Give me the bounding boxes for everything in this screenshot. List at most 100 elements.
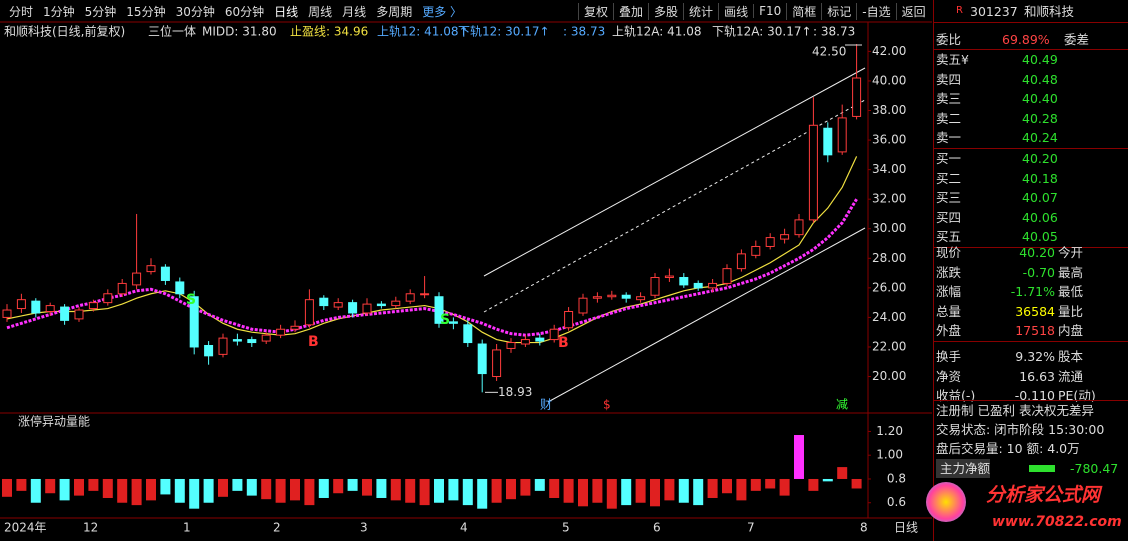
volume-bar: [45, 478, 56, 494]
book-price: 40.24: [1022, 130, 1058, 146]
stock-name: 和顺科技: [1024, 4, 1075, 19]
stat-label: 净资: [936, 368, 962, 384]
panel-title: 涨停异动量能: [18, 414, 90, 429]
logo-url: www.70822.com: [992, 514, 1122, 530]
candle-body: [578, 297, 588, 314]
tool-button[interactable]: 返回: [895, 2, 931, 20]
candle-body: [823, 127, 833, 156]
period-button[interactable]: 周线: [308, 4, 333, 19]
volume-bar: [74, 478, 84, 496]
x-tick-label: 5: [562, 521, 570, 535]
stat-label: 股本: [1058, 349, 1084, 364]
high-label: 42.50: [812, 45, 846, 59]
candle-body: [420, 293, 430, 296]
volume-bar: [779, 478, 790, 496]
channel-mid: [483, 99, 866, 313]
period-button[interactable]: 15分钟: [126, 4, 166, 19]
y-tick-label: 40.00: [872, 73, 906, 87]
tags: 注册制 已盈利 表决权无差异: [936, 403, 1094, 418]
volume-bar: [290, 478, 300, 501]
y-tick-label: 36.00: [872, 133, 906, 147]
volume-bar: [534, 478, 545, 491]
midd-line: [6, 156, 858, 344]
stock-code: 301237: [970, 4, 1018, 19]
volume-bar: [347, 478, 358, 491]
volume-bar: [376, 478, 387, 498]
stat-label: 现价: [936, 245, 962, 260]
tool-button[interactable]: 多股: [648, 2, 683, 20]
stat-label: 最高: [1058, 264, 1084, 280]
volume-bar: [462, 478, 473, 506]
book-price: 40.20: [1022, 151, 1058, 166]
indicator-name: 三位一体: [148, 24, 196, 39]
tool-button[interactable]: 统计: [683, 2, 718, 20]
volume-bar: [794, 435, 804, 479]
tool-toolbar: 复权 叠加 多股 统计 画线 F10 简框 标记 -自选 返回: [578, 0, 931, 22]
volume-bar: [448, 478, 459, 501]
period-button[interactable]: 日线: [274, 4, 299, 19]
stat-label: 量比: [1058, 303, 1084, 319]
candle-body: [679, 277, 689, 286]
candle-body: [160, 266, 170, 281]
candle-body: [376, 303, 386, 307]
tool-button[interactable]: F10: [753, 4, 786, 18]
period-button[interactable]: 分时: [9, 4, 34, 19]
candle-body: [837, 117, 847, 153]
tool-button[interactable]: 画线: [718, 2, 753, 20]
channel-upper: [483, 67, 866, 277]
volume-bar: [390, 478, 401, 501]
signal-marker: S: [186, 292, 196, 308]
candle-body: [607, 294, 617, 298]
period-button[interactable]: 月线: [342, 4, 367, 19]
volume-bar: [203, 478, 214, 503]
x-tick-label: 1: [183, 521, 191, 535]
signal-marker: B: [308, 334, 319, 350]
book-label: 卖四: [936, 71, 962, 87]
candle-body: [333, 302, 343, 308]
sep: [934, 148, 1128, 149]
period-button[interactable]: 多周期: [376, 4, 413, 19]
candle-body: [132, 272, 142, 286]
candle-body: [304, 299, 314, 326]
tool-button[interactable]: 叠加: [613, 2, 648, 20]
candle-body: [204, 344, 214, 357]
candle-body: [794, 219, 804, 236]
tool-button[interactable]: -自选: [856, 2, 895, 20]
book-price: 40.07: [1022, 190, 1058, 206]
candle-body: [247, 339, 257, 344]
period-button[interactable]: 30分钟: [175, 4, 215, 19]
candle-body: [175, 281, 185, 295]
volume-bar: [549, 478, 560, 498]
volume-bar: [304, 478, 315, 506]
candle-body: [60, 306, 70, 321]
candle-body: [16, 299, 26, 310]
y-tick-label: 1.00: [876, 448, 903, 462]
volume-bar: [722, 478, 732, 494]
tool-button[interactable]: 复权: [578, 2, 613, 20]
volume-bar: [592, 478, 603, 503]
tool-button[interactable]: 标记: [821, 2, 856, 20]
candle-body: [664, 275, 674, 279]
period-button[interactable]: 1分钟: [43, 4, 75, 19]
x-tick-label: 6: [653, 521, 661, 535]
stat-label: 涨跌: [936, 264, 962, 280]
candle-body: [549, 328, 559, 341]
book-price: 40.40: [1022, 91, 1058, 107]
y-tick-label: 30.00: [872, 221, 906, 235]
indicator-value: 上轨12A: 41.08: [612, 25, 701, 39]
period-button[interactable]: 5分钟: [84, 4, 117, 19]
book-label: 买三: [936, 190, 962, 206]
period-button[interactable]: 更多 〉: [422, 4, 463, 19]
volume-bar: [606, 478, 617, 509]
volume-bar: [851, 478, 862, 489]
y-tick-label: 38.00: [872, 103, 906, 117]
period-button[interactable]: 60分钟: [224, 4, 265, 19]
market-marker: R: [956, 5, 963, 16]
stat-value: -0.70: [1022, 264, 1055, 280]
volume-bar: [246, 478, 257, 496]
volume-bar: [664, 478, 675, 501]
tool-button[interactable]: 简框: [786, 2, 821, 20]
volume-bar: [333, 478, 344, 494]
y-tick-label: 20.00: [872, 369, 906, 383]
y-tick-label: 42.00: [872, 44, 906, 58]
